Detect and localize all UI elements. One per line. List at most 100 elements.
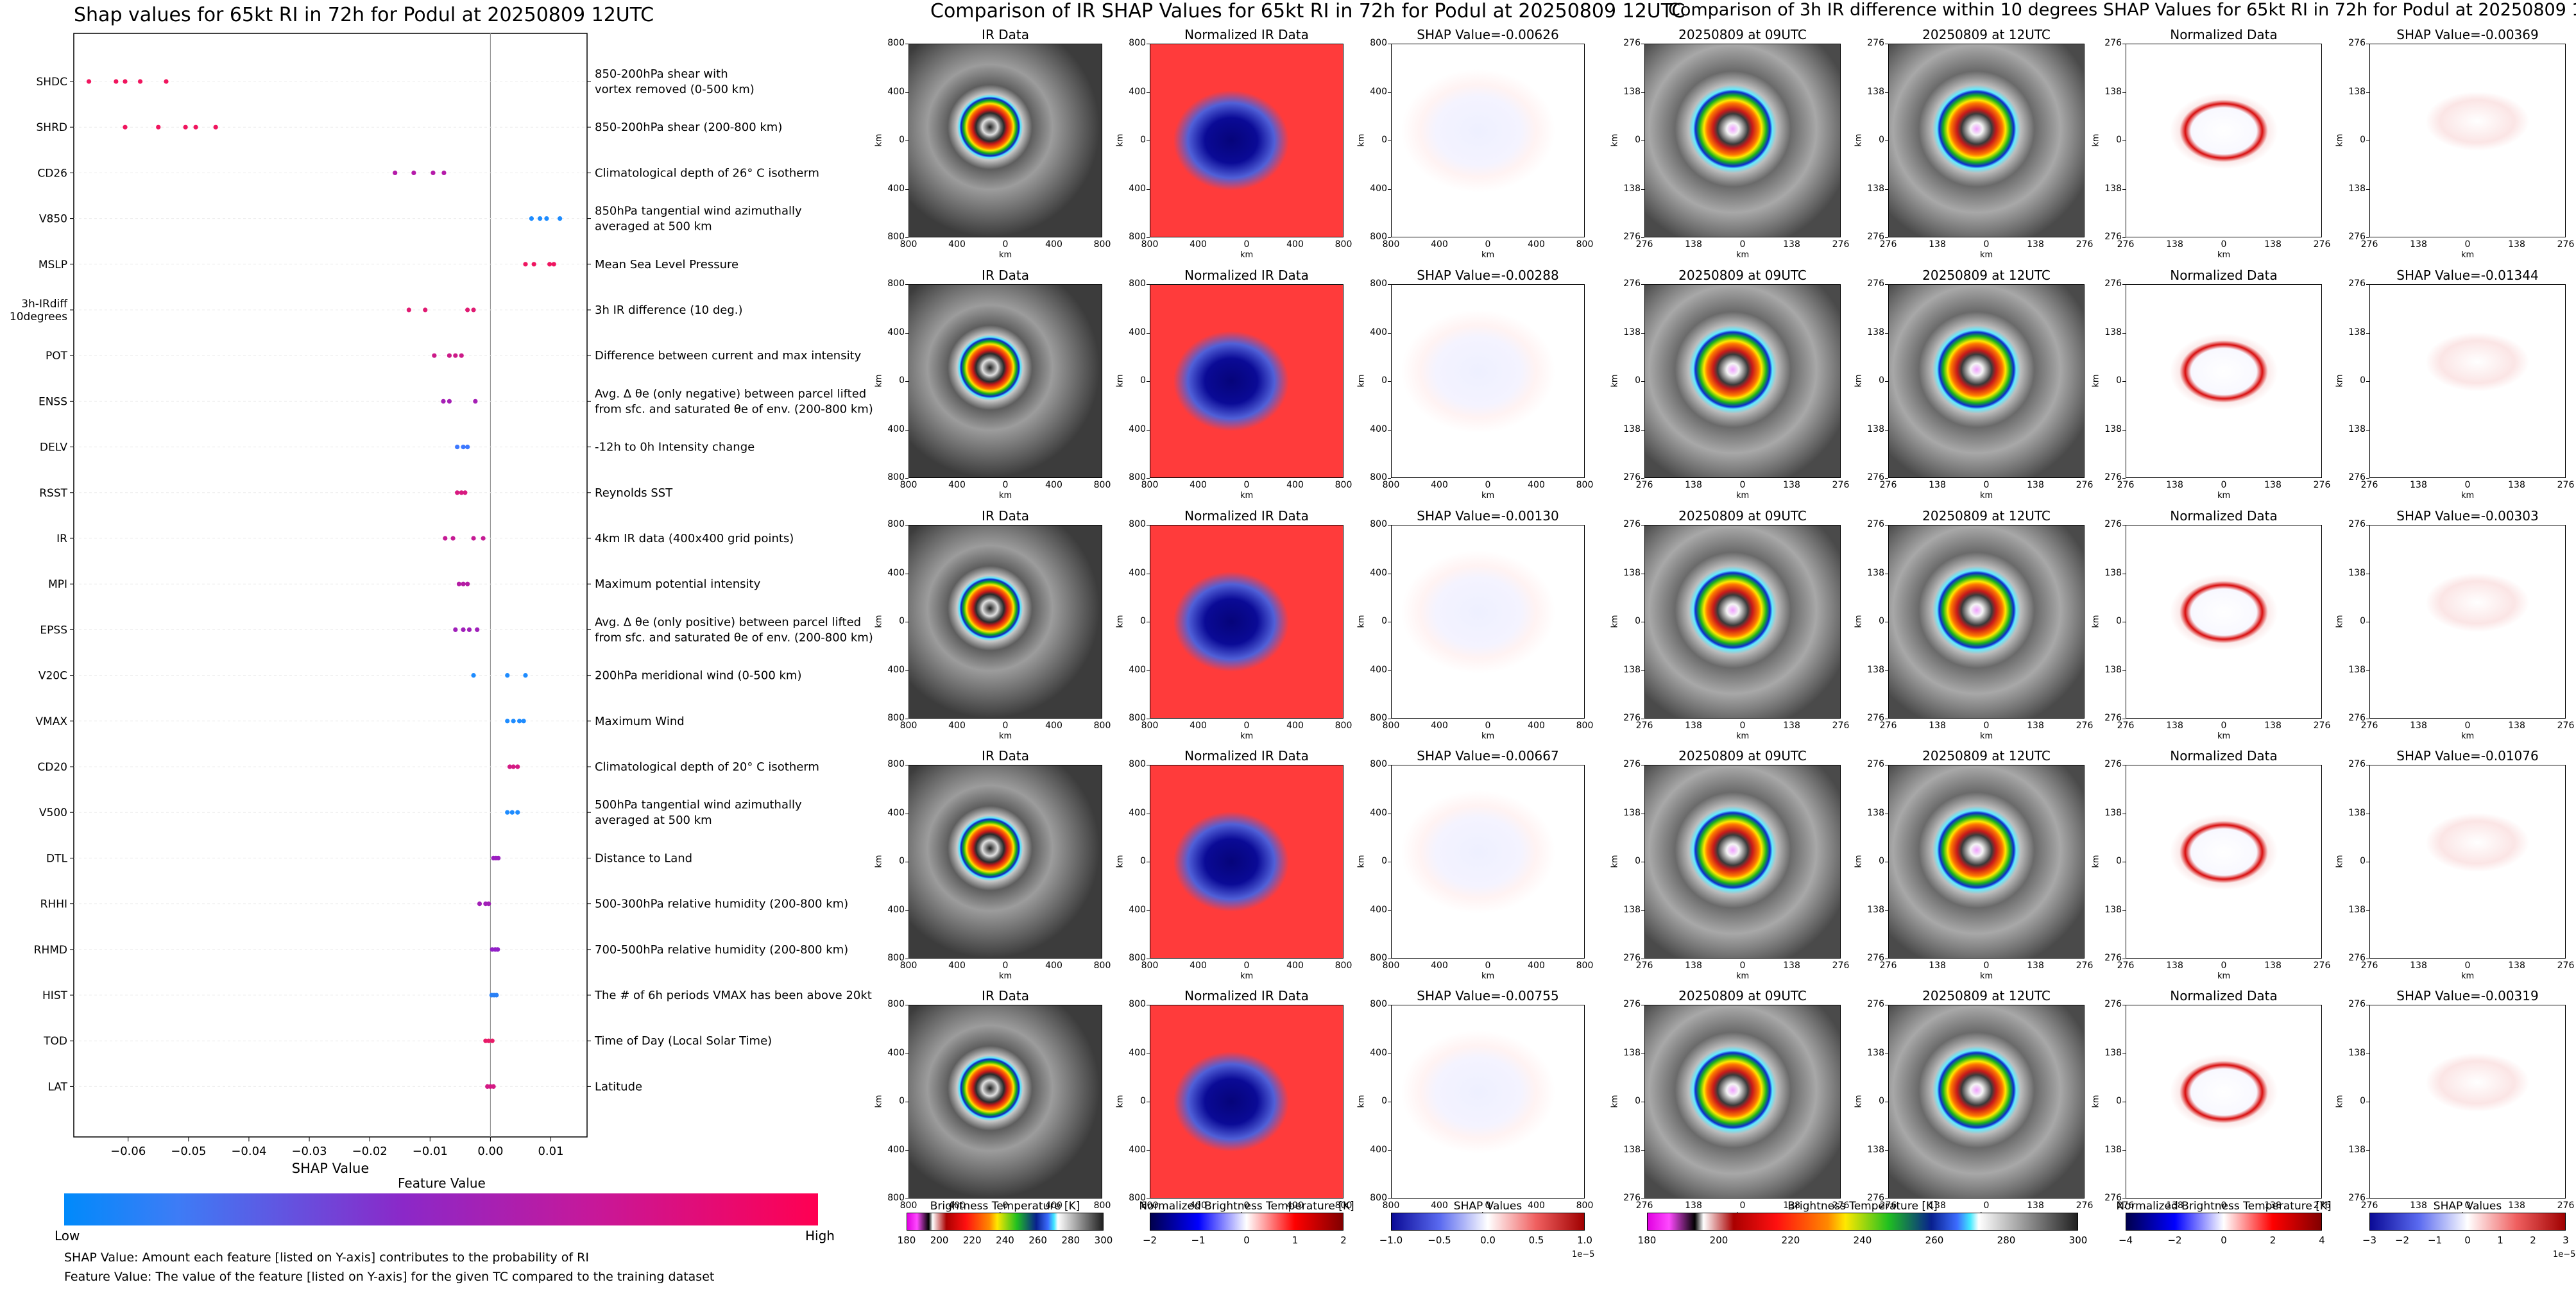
y-tick-label: 800: [1129, 232, 1146, 242]
y-tick-mark: [1641, 1150, 1644, 1151]
x-tick-label: 0: [1002, 480, 1009, 490]
y-tick-mark: [2366, 237, 2369, 238]
y-tick-label: 0: [2116, 616, 2122, 626]
x-tick-label: 0: [1485, 721, 1491, 731]
feature-name-label: DTL: [46, 852, 67, 865]
irdiff-shap-comparison-title: Comparison of 3h IR difference within 10…: [1668, 0, 2576, 20]
x-tick-label: 138: [1929, 480, 1946, 490]
feature-name-label: V850: [39, 213, 67, 226]
y-tick-label: 138: [1867, 183, 1884, 194]
y-tick-label: 800: [887, 472, 905, 482]
shap-point: [471, 673, 476, 678]
y-axis-km-label: km: [1854, 1095, 1864, 1108]
x-tick-label: 800: [1093, 480, 1111, 490]
y-tick-mark: [1885, 478, 1888, 479]
y-tick-label: 276: [1623, 1193, 1641, 1203]
y-tick-label: 138: [2104, 86, 2122, 97]
irdiff-shap-colorbar-tick: −2: [2394, 1234, 2410, 1246]
x-tick-label: 0: [1002, 1200, 1009, 1211]
y-tick-label: 138: [1623, 567, 1641, 578]
y-tick-mark: [2366, 284, 2369, 285]
y-tick-label: 0: [2116, 375, 2122, 386]
y-tick-label: 0: [1381, 1096, 1387, 1106]
x-tick-label: 800: [1335, 721, 1352, 731]
x-axis-km-label: km: [1240, 971, 1254, 981]
feature-name-label: SHDC: [36, 76, 67, 89]
feature-name-label: POT: [46, 350, 68, 363]
y-tick-label: 138: [2348, 664, 2366, 675]
x-tick-label: 400: [1431, 960, 1448, 971]
x-tick-label: 276: [2360, 960, 2378, 971]
feature-description-label: 500hPa tangential wind azimuthally: [595, 798, 802, 812]
y-tick-label: 400: [887, 904, 905, 915]
y-tick-label: 138: [1867, 567, 1884, 578]
x-tick-label: 138: [1783, 239, 1800, 250]
y-tick-label: 276: [1623, 759, 1641, 769]
y-tick-label: 276: [2104, 1193, 2122, 1203]
y-tick-label: 276: [1623, 999, 1641, 1009]
x-tick-label: 400: [1528, 480, 1545, 490]
irdiff-shap-panel-title: SHAP Value=-0.01344: [2396, 268, 2539, 283]
x-tick-label: 138: [2166, 960, 2183, 971]
y-axis-km-label: km: [1356, 615, 1367, 628]
x-axis-km-label: km: [1736, 971, 1750, 981]
normalized-ir-panel-title: Normalized IR Data: [1184, 748, 1309, 764]
feature-value-colorbar: [64, 1193, 818, 1225]
ir-12utc-panel-image: [1888, 1005, 2085, 1199]
y-tick-label: 138: [2348, 86, 2366, 97]
y-tick-label: 400: [1370, 904, 1387, 915]
y-tick-mark: [1147, 237, 1150, 238]
x-tick-label: −0.05: [171, 1145, 206, 1158]
x-tick-label: 138: [1685, 1200, 1702, 1211]
x-tick-label: 800: [900, 721, 917, 731]
y-tick-label: 276: [2348, 999, 2366, 1009]
y-tick-mark: [1388, 284, 1391, 285]
x-tick-label: 800: [1576, 960, 1594, 971]
irdiff-brightness-colorbar-tick: 220: [1781, 1234, 1800, 1246]
ir-normalized-colorbar-label: Normalized Brightness Temperature [K]: [1139, 1200, 1354, 1213]
feature-name-label: ENSS: [38, 395, 67, 408]
ir-shap-panel-title: SHAP Value=-0.00667: [1417, 748, 1559, 764]
x-tick-label: 0: [1485, 1200, 1491, 1211]
y-tick-label: 800: [1370, 519, 1387, 529]
x-tick-label: 138: [2027, 239, 2044, 250]
x-tick-label: 0: [1243, 239, 1250, 250]
y-tick-label: 800: [887, 38, 905, 48]
y-axis-km-label: km: [1854, 133, 1864, 147]
y-axis-km-label: km: [874, 133, 884, 147]
y-tick-mark: [1147, 910, 1150, 911]
shap-point: [213, 124, 218, 130]
x-tick-label: 800: [1382, 721, 1400, 731]
y-tick-label: 276: [2348, 1193, 2366, 1203]
y-axis-km-label: km: [2091, 374, 2101, 388]
x-tick-label: 0: [1983, 960, 1990, 971]
y-tick-label: 276: [2104, 472, 2122, 482]
feature-description-label: The # of 6h periods VMAX has been above …: [594, 989, 872, 1002]
x-axis-km-label: km: [999, 731, 1012, 741]
shap-point: [465, 581, 470, 586]
y-tick-mark: [1147, 670, 1150, 671]
y-tick-label: 800: [1129, 953, 1146, 963]
x-tick-label: 0: [2464, 239, 2471, 250]
y-tick-mark: [1885, 670, 1888, 671]
y-tick-mark: [1885, 910, 1888, 911]
ir-brightness-colorbar-tick: 260: [1028, 1234, 1047, 1246]
y-tick-label: 138: [2348, 904, 2366, 915]
shap-point: [406, 307, 411, 312]
ir-shap-colorbar-tick: 0.5: [1528, 1234, 1544, 1246]
shap-point: [471, 307, 476, 312]
irdiff-normalized-panel-image: [2126, 525, 2322, 719]
y-tick-label: 800: [1129, 278, 1146, 289]
y-axis-km-label: km: [2335, 133, 2345, 147]
irdiff-brightness-colorbar-tick: 300: [2068, 1234, 2088, 1246]
x-tick-label: 276: [2557, 1200, 2575, 1211]
x-tick-label: 276: [1635, 721, 1653, 731]
y-tick-label: 276: [2348, 278, 2366, 289]
y-tick-label: 276: [1867, 759, 1884, 769]
ir-09utc-panel-image: [1644, 765, 1841, 959]
shap-point: [461, 581, 466, 586]
y-tick-label: 0: [1381, 375, 1387, 386]
y-tick-label: 0: [1635, 856, 1641, 866]
x-axis-km-label: km: [2461, 250, 2475, 260]
y-tick-label: 276: [2348, 953, 2366, 963]
